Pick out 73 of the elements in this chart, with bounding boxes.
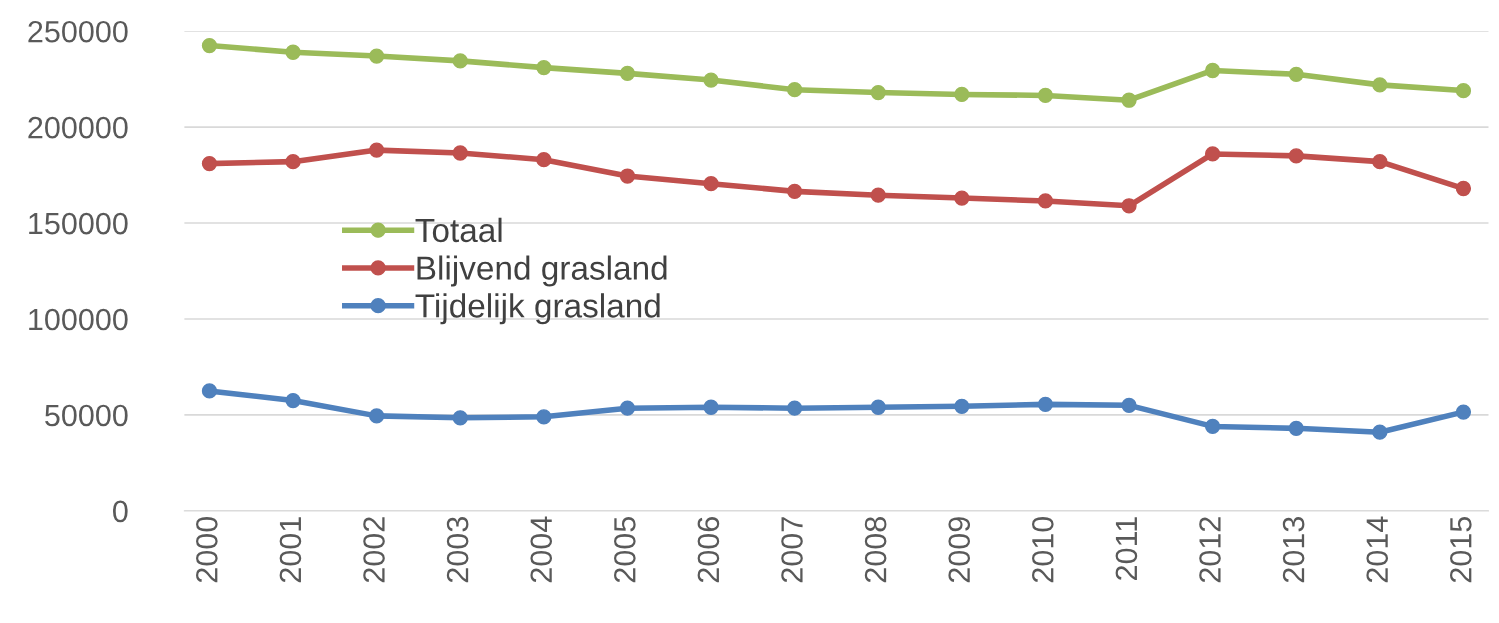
legend-label: Totaal — [415, 217, 502, 243]
point — [1455, 180, 1472, 197]
point — [285, 44, 301, 60]
x-tick-label: 2002 — [363, 517, 385, 583]
point — [536, 152, 552, 168]
point — [452, 53, 468, 69]
point — [619, 65, 636, 82]
point — [1288, 66, 1304, 82]
x-tick-label: 2006 — [697, 517, 720, 583]
x-tick-label: 2010 — [1032, 516, 1054, 583]
y-tick-label: 250000 — [28, 20, 128, 43]
point — [201, 37, 218, 54]
x-tick-label: 2013 — [1282, 517, 1305, 583]
point — [536, 409, 552, 425]
point — [369, 142, 385, 158]
point — [1121, 92, 1137, 108]
point — [1372, 153, 1388, 170]
point — [870, 187, 886, 203]
point — [703, 176, 719, 192]
x-tick-label: 2004 — [530, 516, 553, 583]
x-tick-label: 2008 — [864, 517, 887, 583]
x-tick-label: 2009 — [948, 517, 971, 583]
x-tick-label: 2005 — [614, 517, 636, 583]
point — [1037, 396, 1054, 413]
point — [787, 183, 803, 200]
x-tick-label: 2001 — [279, 517, 302, 583]
point — [954, 86, 970, 103]
x-tick-label: 2014 — [1366, 516, 1389, 583]
point — [1455, 82, 1472, 99]
point — [201, 155, 218, 172]
point — [1121, 198, 1137, 214]
point — [285, 153, 301, 170]
x-tick-label: 2011 — [1115, 517, 1138, 580]
point — [1288, 148, 1304, 164]
y-tick-label: 100000 — [29, 308, 128, 331]
point — [452, 410, 468, 426]
point — [1037, 193, 1054, 209]
point — [619, 168, 636, 184]
point — [369, 48, 385, 64]
point — [1037, 87, 1054, 104]
point — [1455, 404, 1472, 420]
x-tick-label: 2007 — [781, 517, 803, 583]
y-tick-label: 0 — [113, 500, 128, 523]
point — [369, 408, 385, 424]
y-tick-label: 150000 — [29, 212, 128, 235]
point — [1372, 424, 1388, 440]
point — [703, 399, 719, 415]
legend-label: Blijvend grasland — [417, 255, 667, 287]
point — [285, 392, 301, 409]
point — [1204, 418, 1221, 435]
point — [870, 399, 886, 415]
legend-label: Tijdelijk grasland — [415, 293, 660, 325]
point — [1372, 77, 1388, 93]
y-tick-label: 200000 — [28, 116, 128, 139]
point — [1121, 397, 1137, 413]
point — [1204, 62, 1221, 79]
point — [1288, 420, 1304, 436]
y-tick-label: 50000 — [45, 404, 128, 427]
point — [787, 82, 803, 98]
x-tick-label: 2000 — [196, 516, 218, 583]
point — [954, 190, 970, 206]
x-tick-label: 2012 — [1199, 517, 1221, 583]
point — [619, 400, 636, 416]
point — [536, 59, 552, 76]
point — [1204, 146, 1221, 162]
x-tick-label: 2003 — [446, 517, 469, 583]
point — [954, 398, 970, 414]
point — [787, 400, 803, 416]
point — [703, 72, 719, 88]
point — [452, 145, 468, 161]
point — [870, 84, 886, 101]
x-tick-label: 2015 — [1449, 517, 1472, 583]
point — [201, 383, 218, 399]
